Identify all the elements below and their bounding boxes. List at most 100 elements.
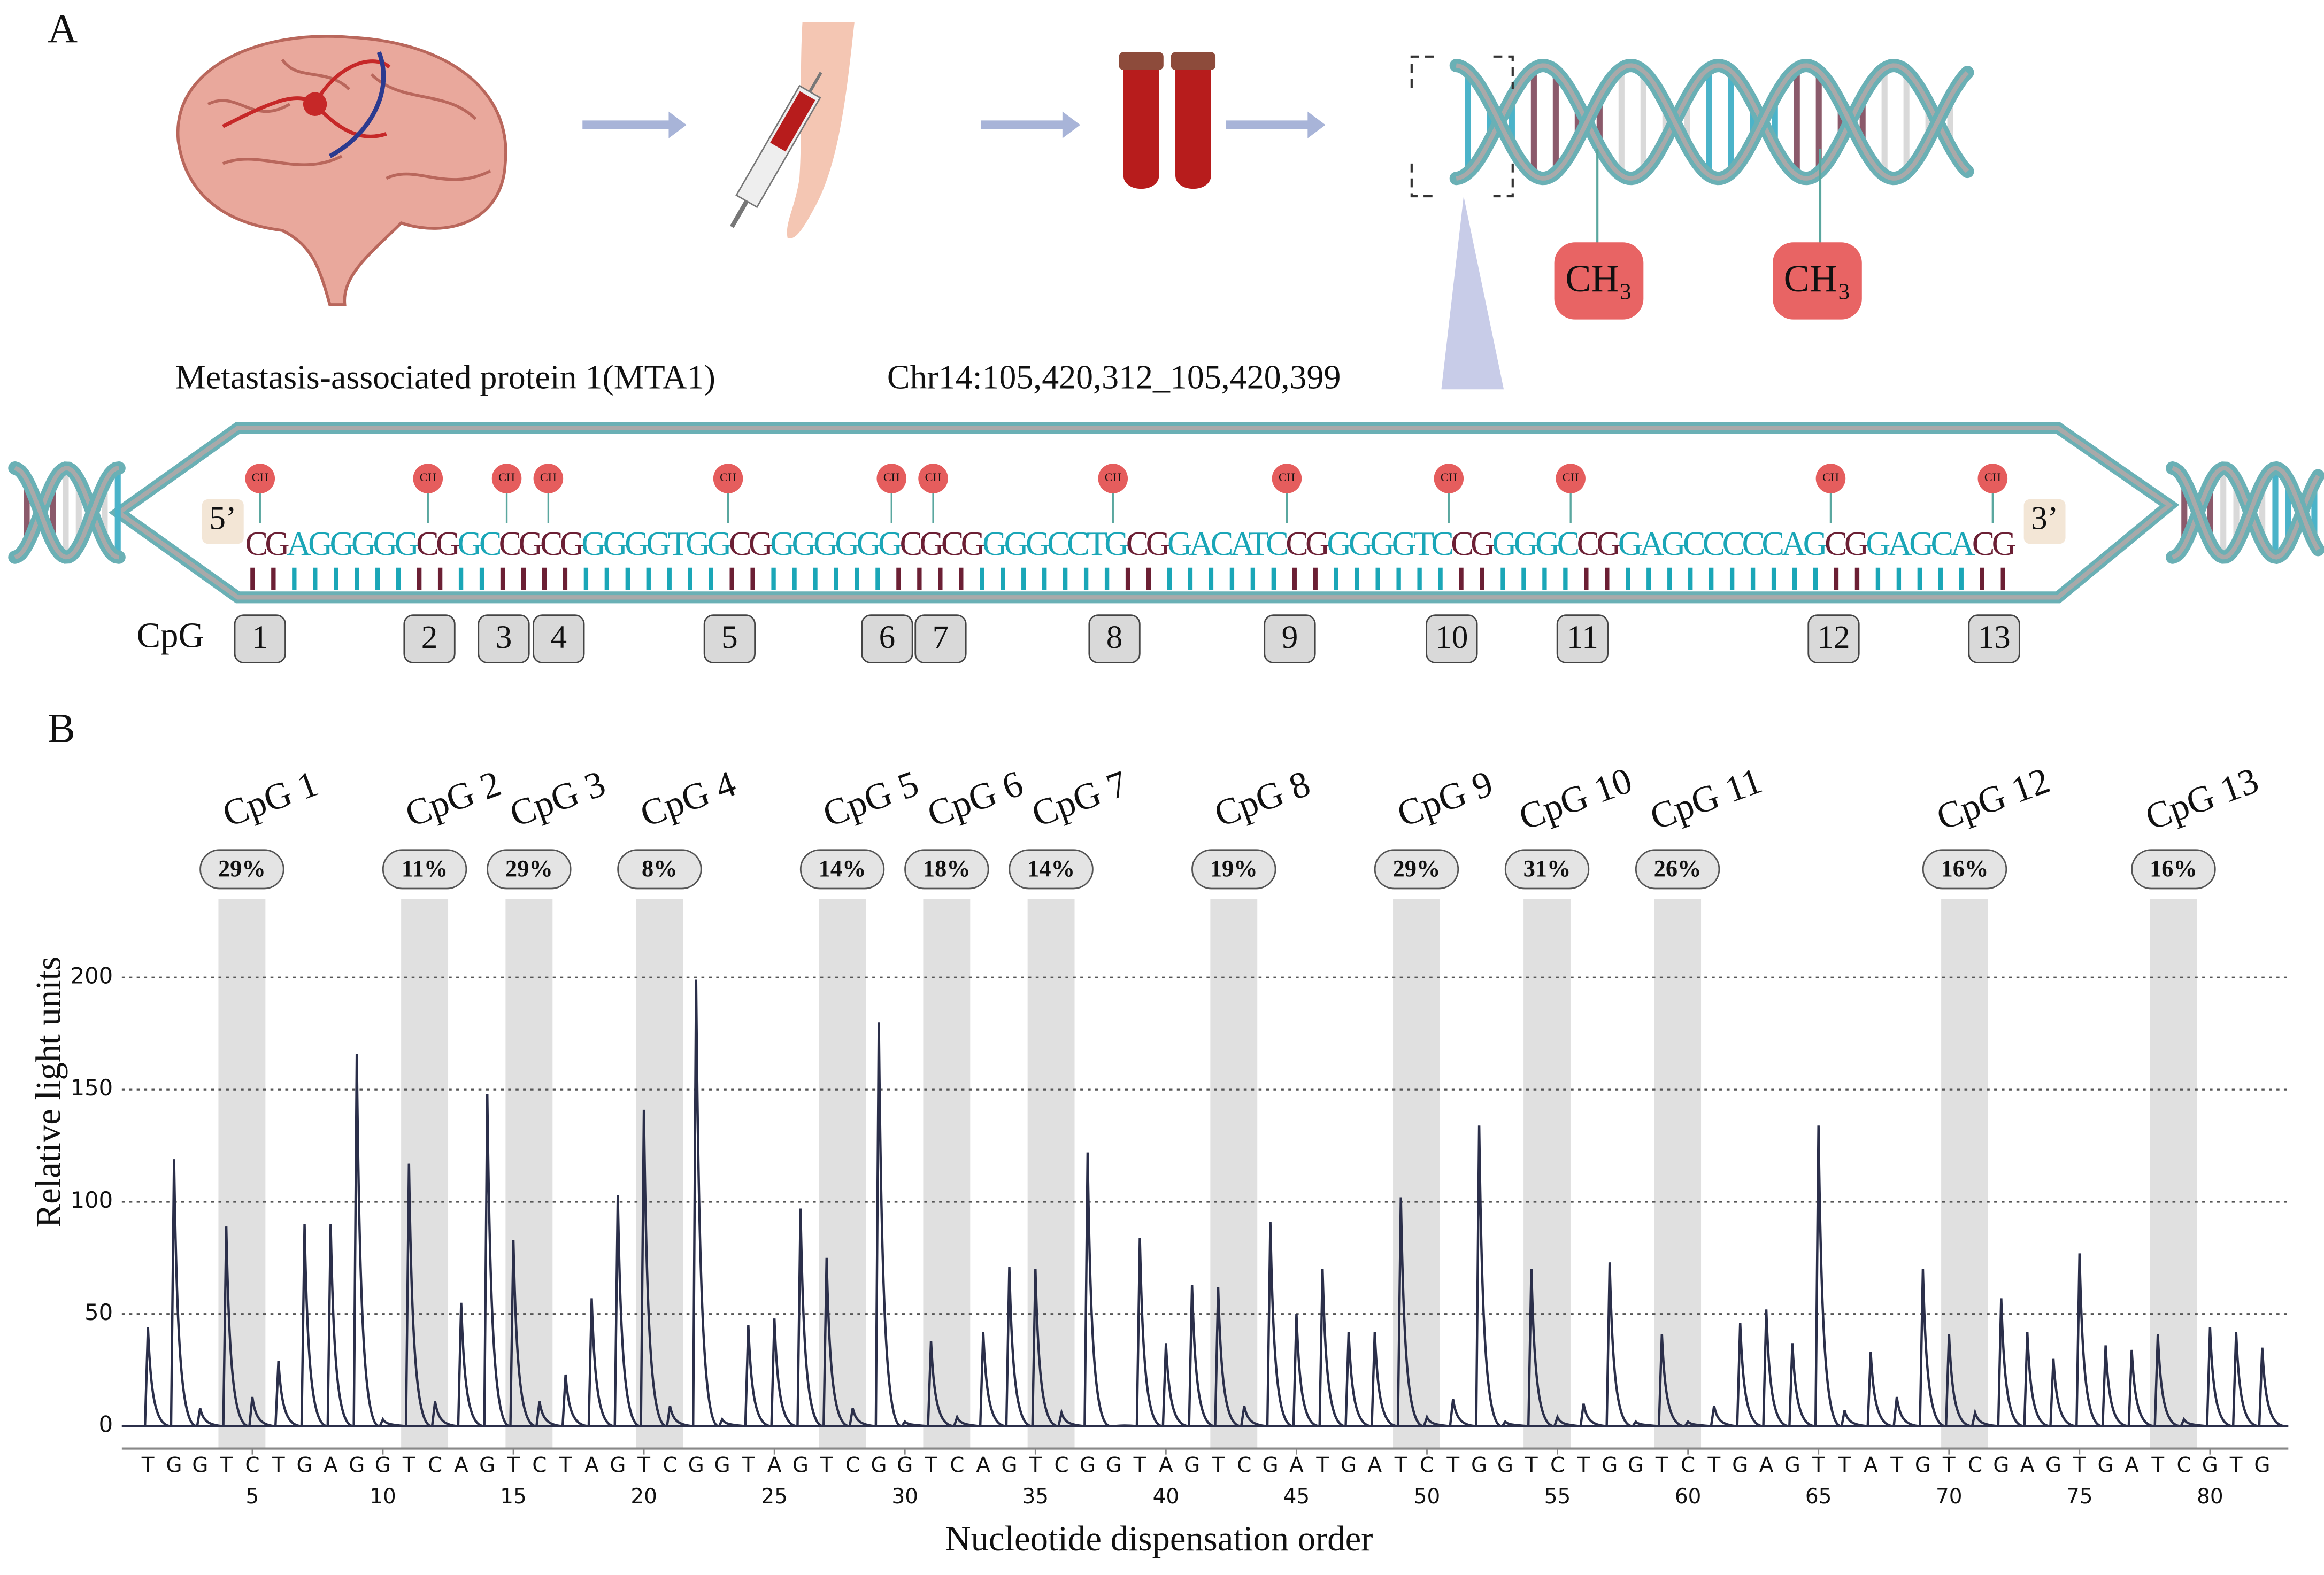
methyl-box xyxy=(1773,242,1862,320)
dispensation-label: C xyxy=(245,1453,259,1477)
peak xyxy=(1840,1410,1867,1427)
cpg-box xyxy=(861,614,913,663)
dispensation-label: G xyxy=(1001,1453,1017,1477)
peak xyxy=(1111,1424,1136,1427)
cpg-band xyxy=(819,899,866,1449)
peak xyxy=(1892,1396,1920,1427)
methyl-small-label: CH xyxy=(420,470,436,484)
sequence-segment: GAGCCCCCAG xyxy=(1618,524,1828,562)
dispensation-label: T xyxy=(219,1453,233,1477)
peak xyxy=(1449,1399,1476,1427)
peak xyxy=(744,1325,771,1427)
sequence-segment: CG xyxy=(1451,524,1495,562)
dispensation-label: T xyxy=(1942,1453,1956,1477)
peak xyxy=(1501,1419,1528,1427)
peak xyxy=(1814,1125,1842,1427)
gene-name: Metastasis-associated protein 1(MTA1) xyxy=(175,358,715,396)
methyl-small-label: CH xyxy=(1441,470,1457,484)
cpg-name: CpG 2 xyxy=(400,763,506,835)
dispensation-label: C xyxy=(1420,1453,1434,1477)
x-tick-label: 15 xyxy=(500,1485,527,1509)
dispensation-label: A xyxy=(2125,1453,2139,1477)
percent-label: 8% xyxy=(642,855,678,882)
peak xyxy=(457,1302,484,1427)
dispensation-label: C xyxy=(428,1453,442,1477)
cpg-band xyxy=(1027,899,1075,1449)
panel-label: B xyxy=(48,705,75,751)
cpg-name: CpG 4 xyxy=(635,763,741,835)
sequence-segment: CG xyxy=(1825,524,1869,562)
peak xyxy=(2153,1334,2181,1427)
percent-pill xyxy=(1635,849,1720,890)
pyrogram: CpG 1 29% CpG 2 11% CpG 3 29% CpG 4 8% CpG 5 14% C… xyxy=(71,760,2289,1509)
percent-label: 11% xyxy=(402,855,448,882)
peak xyxy=(143,1327,171,1427)
peak xyxy=(1188,1285,1215,1427)
peak xyxy=(1266,1222,1293,1427)
strand-core xyxy=(1456,63,1969,181)
methyl-small-label: CH xyxy=(1279,470,1295,484)
x-tick-label: 30 xyxy=(891,1485,918,1509)
percent-label: 31% xyxy=(1523,855,1571,882)
dispensation-label: G xyxy=(1263,1453,1279,1477)
cpg-number: 12 xyxy=(1817,620,1850,655)
dispensation-label: G xyxy=(714,1453,730,1477)
vein xyxy=(328,51,386,158)
methyl-small-label: CH xyxy=(498,470,515,484)
cpg-number: 11 xyxy=(1567,620,1598,655)
methyl-box xyxy=(1554,242,1644,320)
x-tick-label: 10 xyxy=(370,1485,396,1509)
dispensation-label: G xyxy=(1628,1453,1644,1477)
y-tick-label: 50 xyxy=(84,1299,113,1325)
dispensation-label: A xyxy=(767,1453,782,1477)
methyl-dot xyxy=(876,464,907,493)
dispensation-label: G xyxy=(479,1453,495,1477)
percent-pill xyxy=(799,849,885,890)
percent-pill xyxy=(1191,849,1276,890)
percent-label: 18% xyxy=(923,855,971,882)
dispensation-label: T xyxy=(1315,1453,1329,1477)
peak xyxy=(1031,1269,1058,1427)
dispensation-label: C xyxy=(532,1453,547,1477)
y-axis-label: Relative light units xyxy=(29,956,68,1228)
peak xyxy=(430,1401,458,1427)
dispensation-label: A xyxy=(1864,1453,1878,1477)
peak xyxy=(1371,1332,1397,1427)
x-tick-label: 70 xyxy=(1936,1485,1963,1509)
methyl-small-label: CH xyxy=(252,470,268,484)
peak xyxy=(2101,1345,2128,1427)
dispensation-label: A xyxy=(1289,1453,1304,1477)
three-prime: 3’ xyxy=(2031,501,2058,537)
percent-label: 14% xyxy=(819,855,866,882)
sequence-segment: CG xyxy=(900,524,944,562)
cpg-box xyxy=(1264,614,1316,663)
peak xyxy=(2258,1347,2285,1427)
percent-pill xyxy=(1374,849,1459,890)
peak xyxy=(1919,1269,1946,1427)
cpg-box xyxy=(1426,614,1478,663)
x-tick-label: 40 xyxy=(1153,1485,1180,1509)
methyl-small-label: CH xyxy=(1822,470,1839,484)
locus: Chr14:105,420,312_105,420,399 xyxy=(887,358,1341,396)
end-box xyxy=(2023,499,2066,544)
cpg-name: CpG 3 xyxy=(504,763,611,835)
dispensation-label: T xyxy=(506,1453,520,1477)
dispensation-label: G xyxy=(1184,1453,1200,1477)
cpg-box xyxy=(403,614,456,663)
peak xyxy=(2180,1417,2206,1427)
cpg-number: 10 xyxy=(1435,620,1468,655)
cpg-row: 1 CH 2 CH 3 CH 4 CH 5 CH 6 CH 7 CH 8 CH 9 CH 10 CH 11 CH 12 CH 1… xyxy=(234,464,2020,663)
cpg-name: CpG 5 xyxy=(818,763,924,835)
dispensation-label: T xyxy=(924,1453,937,1477)
sequence: CGAGGGGGCGGCCGCGGGGGTGGCGGGGGGGCGCGGGGCC… xyxy=(245,524,2016,562)
percent-pill xyxy=(904,849,989,890)
cpg-band xyxy=(505,899,553,1449)
dispensation-label: T xyxy=(402,1453,415,1477)
cpg-number: 7 xyxy=(933,620,949,655)
cpg-box xyxy=(478,614,530,663)
peak xyxy=(222,1226,249,1427)
arm xyxy=(787,22,855,238)
end-helices xyxy=(8,461,2324,565)
sequence-segment: GGGGGG xyxy=(770,524,903,562)
peak xyxy=(1214,1287,1241,1427)
